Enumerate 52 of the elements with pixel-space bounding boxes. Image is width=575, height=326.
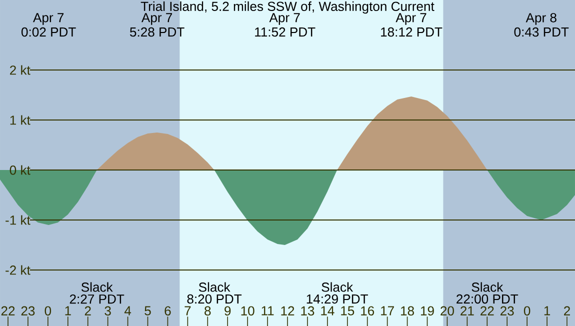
x-tick-label: 6 (164, 306, 171, 316)
y-tick-label: 1 kt (10, 115, 30, 125)
x-tick-label: 7 (184, 306, 191, 316)
x-tick-label: 3 (104, 306, 111, 316)
x-tick-label: 15 (341, 306, 354, 316)
annotation: Apr 7 (141, 12, 172, 25)
annotation: 0:02 PDT (21, 27, 76, 36)
annotation: 8:20 PDT (187, 294, 242, 304)
x-tick-label: 10 (241, 306, 254, 316)
y-tick-label: -1 kt (6, 215, 30, 225)
x-tick-label: 14 (321, 306, 334, 316)
x-tick-label: 16 (361, 306, 374, 316)
x-tick-label: 4 (124, 306, 132, 316)
x-tick-label: 18 (401, 306, 414, 316)
annotation: 22:00 PDT (456, 294, 518, 304)
x-tick-label: 8 (204, 306, 211, 316)
x-tick-label: 22 (480, 306, 494, 316)
annotation: 0:43 PDT (514, 27, 569, 36)
annotation: Slack (81, 282, 113, 292)
x-tick-label: 13 (301, 306, 314, 316)
annotation: 14:29 PDT (306, 294, 368, 304)
annotation: Slack (322, 282, 354, 292)
chart-title: Trial Island, 5.2 miles SSW of, Washington Current (140, 1, 434, 14)
x-tick-label: 2 (84, 306, 91, 316)
x-tick-label: 11 (262, 306, 274, 316)
x-tick-label: 20 (440, 306, 454, 316)
x-tick-label: 23 (500, 306, 514, 316)
annotation: Apr 7 (269, 12, 300, 25)
annotation: 18:12 PDT (381, 27, 442, 36)
x-tick-label: 17 (381, 306, 394, 316)
annotation: 5:28 PDT (130, 27, 184, 36)
x-tick-label: 12 (281, 306, 294, 316)
annotation: Apr 7 (33, 12, 64, 25)
x-tick-label: 5 (144, 306, 151, 316)
x-tick-label: 0 (44, 306, 52, 316)
x-tick-label: 19 (420, 306, 434, 316)
x-tick-label: 21 (460, 306, 474, 316)
x-tick-label: 0 (524, 306, 530, 316)
annotation: Apr 7 (396, 12, 426, 25)
y-tick-label: -2 kt (6, 265, 30, 275)
x-tick-label: 23 (21, 306, 35, 316)
annotation: 11:52 PDT (255, 27, 316, 36)
annotation: Slack (472, 282, 504, 292)
x-tick-label: 2 (564, 306, 570, 316)
annotation: Apr 8 (526, 12, 556, 25)
y-tick-label: 2 kt (10, 65, 30, 75)
x-tick-label: 22 (1, 306, 15, 316)
x-tick-label: 1 (65, 306, 71, 316)
x-tick-label: 1 (544, 306, 550, 316)
annotation: Slack (198, 282, 230, 292)
x-tick-label: 9 (224, 306, 231, 316)
annotation: 2:27 PDT (70, 294, 124, 304)
